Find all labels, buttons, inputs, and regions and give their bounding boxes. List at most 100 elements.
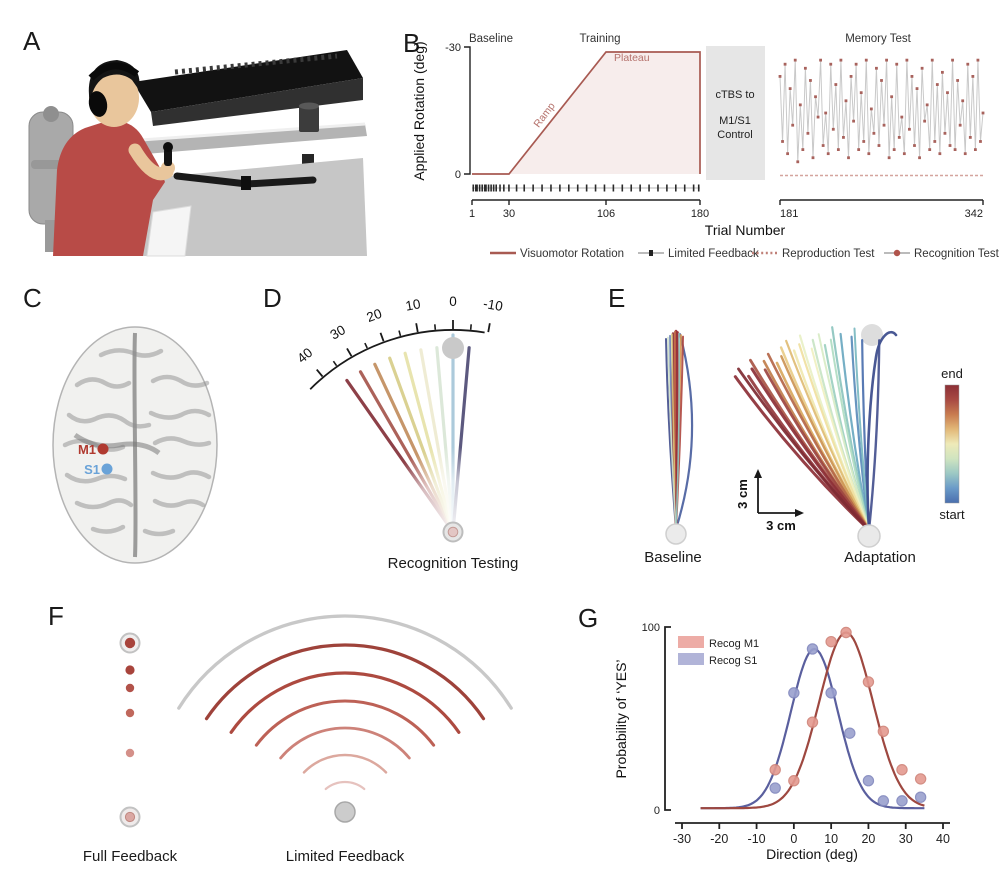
adaptation-trajectory: [817, 333, 870, 531]
central-sulcus: [73, 432, 161, 456]
chair-post: [45, 220, 55, 252]
baseline-caption: Baseline: [644, 549, 702, 566]
legend-label-rotation: Visuomotor Rotation: [520, 248, 624, 260]
panel-e-trajectories: E 3 cm 3 cm end start Baseline Adaptatio…: [608, 283, 965, 566]
panel-b-paradigm: B Baseline Training Memory Test -30 0 Ap…: [403, 28, 1000, 260]
data-point-recog-s1: [914, 791, 927, 803]
panel-a-setup: A: [23, 26, 367, 257]
full-feedback-dot: [125, 683, 135, 693]
g-y-tick-100: 100: [642, 622, 660, 634]
memory-trial-marker: [875, 66, 878, 70]
x-tick-181: 181: [780, 208, 798, 220]
memory-trial-marker: [933, 140, 937, 143]
target-circle: [442, 337, 464, 359]
memory-trial-marker: [852, 119, 855, 123]
memory-trial-marker: [824, 111, 828, 115]
memory-trial-marker: [963, 152, 967, 156]
s1-site-label: S1: [84, 462, 100, 477]
legend-dot-recognition: [893, 249, 901, 257]
robot-arm-link1: [243, 176, 317, 188]
data-point-recog-s1: [844, 727, 856, 739]
g-x-tick-label: -10: [748, 832, 766, 846]
arc-minor-tick: [398, 330, 402, 337]
data-point-recog-m1: [862, 676, 875, 688]
memory-trial-marker: [913, 144, 916, 147]
memory-trial-marker: [908, 127, 911, 131]
arc-tick-label: 0: [449, 294, 457, 309]
memory-trial-marker: [948, 144, 952, 147]
y-tick-0: 0: [455, 169, 461, 181]
memory-trial-marker: [981, 111, 985, 115]
monitor-vents: [174, 53, 338, 75]
legend-label-m1: Recog M1: [709, 638, 759, 650]
panel-b-label: B: [403, 28, 420, 58]
y-axis-title: Applied Rotation (deg): [411, 41, 427, 180]
memory-trial-marker: [791, 123, 795, 127]
panel-d-recognition: D 40 30 20 10 0 -10 Recognition Testing: [263, 283, 538, 617]
memory-trial-marker: [951, 58, 954, 62]
memory-trial-marker: [956, 79, 960, 82]
memory-trial-marker: [842, 136, 845, 139]
memory-trial-marker: [941, 70, 944, 74]
data-point-recog-m1: [788, 775, 800, 787]
memory-trial-marker: [971, 75, 975, 78]
camera-cylinder: [299, 106, 319, 132]
memory-trial-marker: [821, 144, 825, 147]
memory-trial-marker: [887, 156, 891, 160]
m1-site-label: M1: [78, 442, 96, 457]
x-tick-30: 30: [503, 208, 515, 220]
manipulandum-handle: [164, 148, 172, 166]
memory-trial-marker: [849, 75, 853, 78]
adaptation-trajectory: [810, 347, 870, 531]
phase-training: Training: [579, 33, 620, 45]
memory-trial-marker: [900, 115, 904, 119]
handle-knob: [163, 142, 173, 152]
panel-g-legend: Recog M1 Recog S1: [678, 636, 759, 667]
memory-trial-marker: [869, 107, 873, 111]
arc-major-tick: [487, 323, 491, 333]
panel-e-label: E: [608, 283, 625, 313]
adaptation-start-circle: [857, 524, 881, 548]
g-y-axis-title: Probability of ‘YES’: [613, 659, 629, 778]
memory-trial-marker: [847, 156, 850, 160]
memory-trial-marker: [897, 136, 901, 139]
arc-major-tick: [379, 332, 385, 342]
memory-trial-marker: [979, 140, 982, 143]
memory-trial-marker: [872, 131, 876, 135]
scale-h-label: 3 cm: [766, 518, 796, 533]
panel-g-label: G: [578, 603, 598, 633]
memory-trial-marker: [793, 58, 797, 62]
limited-feedback-arc: [204, 643, 486, 721]
memory-trial-marker: [801, 148, 805, 151]
g-x-tick-label: -30: [673, 832, 691, 846]
memory-trial-marker: [836, 148, 840, 151]
memory-trial-marker: [966, 62, 970, 66]
memory-trial-marker: [892, 148, 896, 151]
memory-trial-marker: [857, 148, 861, 151]
arc-tick-label: 10: [404, 296, 421, 313]
memory-trial-marker: [829, 62, 833, 66]
memory-trial-marker: [890, 95, 894, 99]
adaptation-caption: Adaptation: [844, 549, 916, 566]
panel-a-label: A: [23, 26, 41, 56]
x-axis-left: [471, 199, 701, 205]
x-tick-106: 106: [597, 208, 615, 220]
memory-trial-marker: [925, 103, 929, 107]
arc-major-tick: [415, 323, 419, 333]
angle-arc: [309, 329, 485, 390]
arc-tick-label: -10: [482, 296, 504, 314]
g-x-axis-title: Direction (deg): [766, 846, 858, 862]
ctbs-line3: Control: [717, 129, 752, 141]
chair-top-roller: [43, 106, 59, 122]
memory-trial-marker: [923, 119, 927, 123]
memory-trial-marker: [862, 140, 866, 143]
data-point-recog-m1: [825, 635, 837, 648]
panel-e-dynamic: [665, 324, 898, 548]
g-x-tick-label: 0: [790, 832, 797, 846]
memory-trial-marker: [902, 152, 906, 156]
memory-trial-marker: [806, 131, 810, 135]
arc-tick-label: 40: [294, 345, 315, 366]
full-feedback-dot: [125, 708, 135, 718]
panel-b-legend: Visuomotor Rotation Limited Feedback Rep…: [490, 248, 1000, 260]
ctbs-box: [706, 46, 765, 180]
